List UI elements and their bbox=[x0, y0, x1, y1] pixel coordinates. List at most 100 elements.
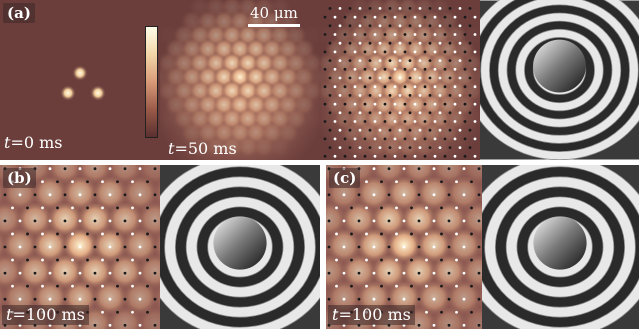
vortex-dot bbox=[3, 245, 7, 249]
vortex-dot bbox=[447, 167, 451, 171]
time-label-t100-c: t=100 ms bbox=[328, 305, 415, 325]
vortex-dot bbox=[348, 24, 352, 28]
vortex-dot bbox=[368, 128, 372, 132]
vortex-dot bbox=[413, 15, 417, 19]
vortex-dot bbox=[33, 245, 37, 249]
vortex-dot bbox=[323, 33, 327, 36]
vortex-dot bbox=[63, 297, 67, 301]
vortex-dot bbox=[413, 137, 417, 141]
vortex-dot bbox=[433, 15, 437, 19]
vortex-dot bbox=[398, 41, 402, 45]
vortex-dot bbox=[338, 94, 342, 97]
vortex-dot bbox=[408, 146, 412, 150]
density-t100-image-b bbox=[0, 165, 160, 329]
vortex-dot bbox=[48, 167, 52, 171]
vortex-dot bbox=[387, 219, 391, 223]
vortex-dot bbox=[78, 297, 82, 301]
vortex-dot bbox=[432, 323, 436, 327]
vortex-dot bbox=[468, 146, 472, 150]
vortex-dot bbox=[358, 59, 362, 62]
vortex-dot bbox=[138, 297, 142, 301]
vortex-dot bbox=[63, 245, 67, 249]
vortex-dot bbox=[328, 59, 332, 62]
vortex-dot bbox=[387, 193, 391, 197]
vortex-dot bbox=[470, 232, 473, 236]
vortex-dot bbox=[383, 137, 387, 141]
vortex-dot bbox=[71, 180, 74, 184]
vortex-dot bbox=[462, 167, 466, 171]
vortex-dot bbox=[338, 76, 342, 80]
vortex-dot bbox=[440, 258, 443, 262]
vortex-dot bbox=[350, 258, 353, 262]
vortex-dot bbox=[26, 258, 29, 262]
vortex-dot bbox=[423, 67, 427, 71]
vortex-dot bbox=[458, 128, 462, 132]
vortex-dot bbox=[78, 193, 82, 197]
vortex-dot bbox=[425, 232, 428, 236]
vortex-dot bbox=[363, 50, 367, 54]
vortex-dot bbox=[327, 245, 331, 249]
vortex-dot bbox=[428, 41, 432, 45]
vortex-dot bbox=[18, 245, 22, 249]
vortex-dot bbox=[338, 146, 342, 150]
vortex-dot bbox=[447, 219, 451, 223]
vortex-dot bbox=[463, 50, 467, 54]
vortex-dot bbox=[93, 271, 97, 275]
vortex-dot bbox=[402, 297, 406, 301]
vortex-dot bbox=[473, 50, 477, 54]
vortex-dot bbox=[455, 284, 458, 288]
vortex-dot bbox=[463, 85, 467, 89]
vortex-dot bbox=[455, 206, 458, 210]
vortex-dot bbox=[393, 137, 397, 141]
vortex-dot bbox=[131, 258, 134, 262]
vortex-dot bbox=[33, 271, 37, 275]
vortex-dot bbox=[78, 245, 82, 249]
vortex-dot bbox=[26, 232, 29, 236]
density-blob bbox=[189, 136, 211, 159]
vortex-dot bbox=[402, 167, 406, 171]
vortex-dot bbox=[41, 258, 44, 262]
time-label-t100-b: t=100 ms bbox=[2, 305, 89, 325]
vortex-dot bbox=[440, 310, 443, 314]
vortex-dot bbox=[468, 24, 472, 28]
vortex-dot bbox=[86, 232, 89, 236]
vortex-dot bbox=[408, 76, 412, 80]
vortex-dot bbox=[348, 59, 352, 62]
vortex-dot bbox=[131, 180, 134, 184]
vortex-dot bbox=[146, 232, 149, 236]
density-blob bbox=[221, 136, 243, 159]
vortex-dot bbox=[123, 271, 127, 275]
vortex-dot bbox=[343, 154, 347, 158]
vortex-markers bbox=[327, 167, 481, 327]
vortex-dot bbox=[425, 310, 428, 314]
density-blob bbox=[137, 307, 160, 329]
phase-core bbox=[533, 216, 587, 270]
vortex-dot bbox=[101, 284, 104, 288]
vortex-dot bbox=[56, 232, 59, 236]
vortex-dot bbox=[26, 284, 29, 288]
vortex-dot bbox=[455, 258, 458, 262]
vortex-dot bbox=[395, 206, 398, 210]
vortex-dot bbox=[348, 6, 352, 10]
vortex-dot bbox=[473, 85, 477, 89]
vortex-dot bbox=[448, 59, 452, 62]
vortex-dot bbox=[365, 180, 368, 184]
vortex-dot bbox=[71, 206, 74, 210]
vortex-dot bbox=[378, 146, 382, 150]
vortex-dot bbox=[348, 111, 352, 115]
vortex-dot bbox=[33, 297, 37, 301]
vortex-dot bbox=[323, 154, 327, 158]
vortex-dot bbox=[41, 284, 44, 288]
vortex-dot bbox=[123, 167, 127, 171]
vortex-dot bbox=[101, 206, 104, 210]
vortex-dot bbox=[357, 219, 361, 223]
time-label-t0: t=0 ms bbox=[4, 133, 63, 152]
vortex-dot bbox=[383, 67, 387, 71]
vortex-dot bbox=[393, 15, 397, 19]
vortex-dot bbox=[146, 284, 149, 288]
vortex-dot bbox=[453, 50, 457, 54]
vortex-dot bbox=[93, 297, 97, 301]
vortex-dot bbox=[323, 15, 327, 19]
vortex-dot bbox=[468, 76, 472, 80]
vortex-dot bbox=[338, 128, 342, 132]
